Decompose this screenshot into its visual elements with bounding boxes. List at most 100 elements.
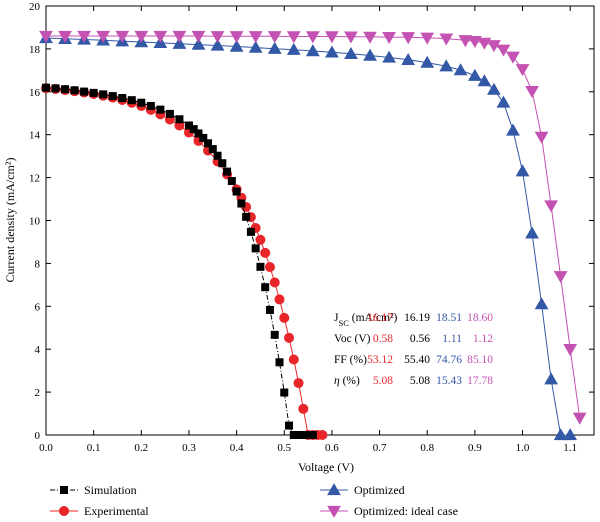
- optimized-ideal-case-point: [325, 31, 339, 44]
- table-value: 5.08: [373, 375, 393, 387]
- optimized-ideal-case-point: [191, 30, 206, 43]
- experimental-point: [274, 294, 285, 305]
- optimized-point: [210, 38, 225, 51]
- optimized-ideal-case-point: [210, 31, 225, 44]
- simulation-point: [208, 145, 217, 154]
- table-row-label: FF (%): [334, 354, 367, 366]
- y-tick-label: 20: [29, 1, 41, 13]
- table-value: 1.12: [473, 333, 493, 345]
- experimental-point: [298, 403, 309, 414]
- simulation-point: [242, 212, 251, 221]
- optimized-point: [553, 428, 568, 441]
- simulation-point: [189, 125, 198, 134]
- optimized-ideal-case-point: [153, 30, 168, 43]
- optimized-ideal-case-point: [401, 32, 416, 45]
- optimized-point: [515, 164, 530, 177]
- optimized-ideal-case-point: [115, 30, 130, 43]
- legend-label: Experimental: [84, 504, 149, 518]
- optimized-ideal-case-point: [39, 30, 53, 43]
- optimized-ideal-case-point: [487, 40, 501, 53]
- simulation-point: [294, 431, 303, 439]
- simulation-point: [275, 358, 284, 367]
- optimized-ideal-case-point: [344, 31, 358, 44]
- optimized-ideal-case-point: [525, 86, 539, 99]
- x-tick-label: 0.1: [87, 442, 101, 454]
- optimized-point: [477, 74, 492, 87]
- simulation-point: [256, 262, 265, 271]
- optimized-point: [191, 37, 206, 50]
- x-tick-label: 0.4: [230, 442, 244, 454]
- table-row-label: η (%): [334, 375, 360, 387]
- optimized-ideal-case-point: [515, 64, 530, 77]
- simulation-point: [156, 105, 165, 114]
- simulation-point: [137, 98, 146, 107]
- simulation-point: [199, 133, 208, 142]
- optimized-point: [439, 59, 454, 72]
- simulation-point: [184, 121, 193, 130]
- legend-marker: [59, 506, 69, 516]
- table-value: 16.19: [404, 312, 430, 324]
- legend-label: Optimized: ideal case: [354, 504, 458, 518]
- y-tick-label: 16: [29, 87, 41, 99]
- optimized-point: [267, 41, 282, 54]
- simulation-line: [45, 87, 313, 436]
- optimized-ideal-case-point: [534, 131, 549, 144]
- y-tick-label: 4: [35, 344, 41, 356]
- x-tick-label: 0.7: [373, 442, 387, 454]
- simulation-point: [223, 167, 232, 176]
- table-value: 16.17: [367, 312, 393, 324]
- optimized-point: [229, 39, 244, 52]
- simulation-point: [194, 129, 203, 138]
- y-tick-label: 6: [35, 301, 41, 313]
- simulation-point: [80, 87, 89, 96]
- optimized-point: [487, 82, 501, 95]
- plot-frame: [45, 5, 595, 436]
- x-tick-label: 0.5: [277, 442, 291, 454]
- y-tick-label: 14: [29, 130, 41, 142]
- experimental-point: [255, 234, 266, 245]
- simulation-point: [89, 88, 98, 97]
- simulation-point: [42, 83, 50, 92]
- plot-axes: 0.0 0.1 0.2 0.3 0.4 0.5 0.6 0.7 0.8 0.9 1.0 1.1 0 2 4 6…: [29, 1, 595, 454]
- experimental-line: [45, 87, 323, 436]
- table-row-label: JSC (mA/cm²): [334, 312, 398, 328]
- optimized-point: [467, 68, 482, 81]
- experimental-point: [284, 332, 295, 343]
- table-value: 0.58: [373, 333, 393, 345]
- plot-marks: [39, 30, 587, 441]
- optimized-ideal-case-point: [229, 31, 244, 44]
- simulation-point: [285, 421, 294, 430]
- optimized-ideal-case-point: [496, 44, 511, 57]
- table-value: 17.78: [467, 375, 493, 387]
- optimized-ideal-case-point: [305, 31, 320, 44]
- optimized-point: [248, 40, 263, 53]
- simulation-point: [218, 159, 227, 168]
- optimized-ideal-case-point: [420, 32, 435, 45]
- optimized-ideal-case-point: [172, 30, 187, 43]
- simulation-point: [165, 109, 174, 118]
- simulation-point: [304, 431, 313, 439]
- x-tick-label: 0.6: [325, 442, 339, 454]
- optimized-ideal-case-point: [439, 33, 454, 46]
- table-value: 5.08: [410, 375, 430, 387]
- simulation-point: [118, 94, 127, 103]
- simulation-point: [204, 139, 213, 148]
- simulation-point: [265, 305, 274, 314]
- table-value: 53.12: [367, 354, 393, 366]
- experimental-point: [269, 277, 280, 288]
- x-tick-label: 1.1: [563, 442, 577, 454]
- x-axis-label: Voltage (V): [298, 460, 354, 474]
- optimized-ideal-case-point: [572, 412, 587, 425]
- optimized-point: [563, 428, 578, 441]
- simulation-point: [99, 90, 108, 99]
- simulation-point: [280, 388, 289, 397]
- simulation-point: [251, 244, 260, 253]
- simulation-point: [261, 283, 270, 292]
- simulation-point: [289, 431, 298, 439]
- y-tick-label: 12: [29, 173, 40, 185]
- legend-label: Simulation: [84, 483, 137, 497]
- simulation-point: [237, 199, 246, 208]
- optimized-ideal-case-point: [286, 31, 301, 44]
- experimental-point: [317, 430, 328, 440]
